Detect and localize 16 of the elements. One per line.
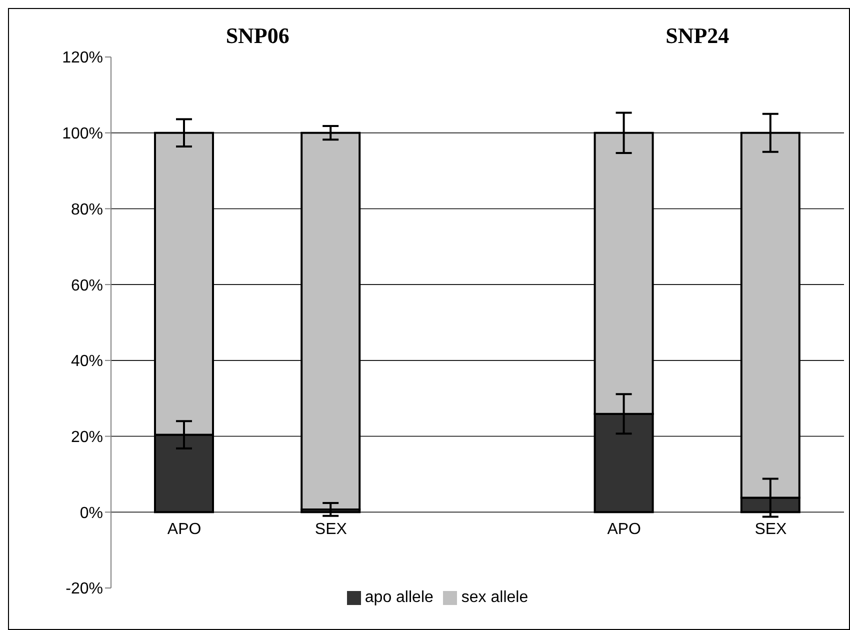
x-tick-label: SEX (314, 521, 348, 538)
text: SNP24 (664, 23, 730, 49)
y-tick-label: 0% (80, 504, 103, 522)
y-tick-label: 20% (70, 428, 103, 446)
x-tick-label: APO (607, 521, 641, 538)
y-tick-label: 120% (62, 50, 103, 67)
y-tick-label: 40% (70, 353, 103, 370)
legend-label: apo allele (364, 589, 434, 606)
x-tick-label: SEX (754, 521, 788, 538)
text: SNP06 (224, 23, 290, 49)
y-tick-label: 100% (62, 126, 103, 143)
y-tick-label: 80% (70, 201, 103, 218)
y-tick-label: 60% (70, 277, 103, 294)
y-tick-label: -20% (66, 580, 103, 598)
legend-label: sex allele (461, 589, 528, 606)
x-tick-label: APO (167, 521, 202, 538)
